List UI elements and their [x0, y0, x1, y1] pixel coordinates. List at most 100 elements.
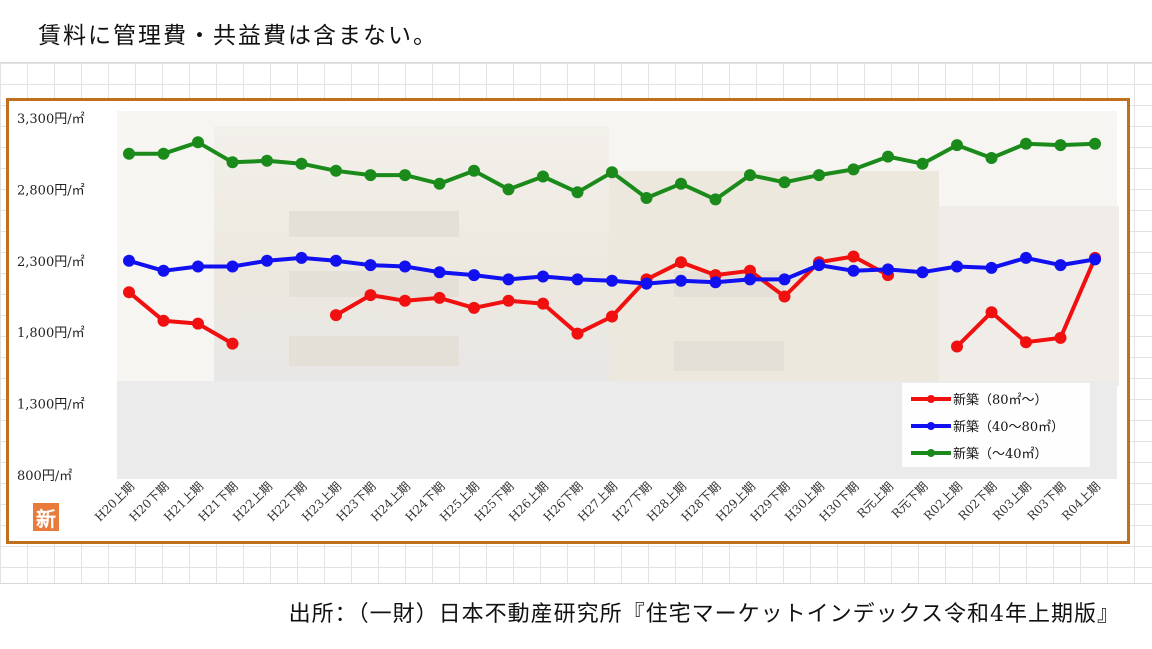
data-point: [157, 314, 170, 327]
data-point: [571, 327, 584, 340]
data-point: [123, 254, 135, 267]
legend-marker-blue: [927, 422, 935, 430]
data-point: [157, 264, 170, 277]
data-point: [1089, 137, 1101, 150]
legend: 新築（80㎡～） 新築（40～80㎡） 新築（～40㎡）: [902, 383, 1090, 467]
data-point: [330, 254, 342, 267]
series-1: [123, 251, 1101, 290]
legend-label-40-80: 新築（40～80㎡）: [953, 419, 1064, 435]
data-point: [985, 152, 998, 164]
series-0: [123, 250, 1101, 353]
header-band: [0, 0, 1152, 63]
footer-band: [0, 583, 1152, 649]
data-point: [709, 193, 722, 206]
data-point: [847, 264, 860, 277]
data-point: [916, 266, 929, 279]
data-point: [468, 164, 480, 177]
data-point: [916, 157, 929, 170]
data-point: [1020, 336, 1032, 349]
data-point: [744, 169, 756, 182]
data-point: [330, 309, 342, 322]
y-tick-label: 3,300円/㎡: [17, 112, 85, 127]
data-point: [778, 273, 791, 286]
data-point: [123, 147, 135, 160]
data-point: [951, 340, 963, 353]
data-point: [606, 274, 618, 287]
data-point: [468, 301, 480, 314]
data-point: [778, 290, 791, 303]
x-axis: H20上期H20下期H21上期H21下期H22上期H22下期H23上期H23下期…: [92, 479, 1103, 524]
data-point: [1054, 139, 1067, 152]
data-point: [157, 147, 170, 160]
data-point: [847, 250, 860, 263]
data-point: [985, 261, 998, 274]
data-point: [1054, 331, 1067, 344]
data-point: [709, 276, 722, 289]
series-2: [123, 136, 1101, 206]
data-point: [640, 192, 653, 204]
x-tick-label: R元上期: [854, 479, 896, 521]
data-point: [606, 310, 618, 323]
x-tick-label: R04上期: [1059, 479, 1103, 523]
data-point: [744, 273, 756, 286]
data-point: [226, 260, 239, 273]
data-point: [192, 317, 204, 330]
line-chart: 800円/㎡ 1,300円/㎡ 1,800円/㎡ 2,300円/㎡ 2,800円/㎡ 3,…: [17, 111, 1119, 524]
data-point: [226, 156, 239, 169]
data-point: [847, 163, 860, 176]
y-tick-label: 2,300円/㎡: [17, 255, 85, 270]
legend-label-80: 新築（80㎡～）: [953, 392, 1048, 408]
data-point: [123, 286, 135, 299]
data-point: [226, 337, 239, 350]
chart-frame: 800円/㎡ 1,300円/㎡ 1,800円/㎡ 2,300円/㎡ 2,800円/㎡ 3,…: [6, 98, 1130, 544]
rent-note: 賃料に管理費・共益費は含まない。: [38, 23, 438, 49]
data-point: [261, 254, 273, 267]
data-point: [502, 183, 515, 196]
y-tick-label: 1,300円/㎡: [17, 398, 85, 413]
data-point: [364, 169, 377, 182]
data-point: [778, 176, 791, 189]
source-citation: 出所：（一財）日本不動産研究所『住宅マーケットインデックス令和4年上期版』: [288, 602, 1120, 627]
data-point: [468, 269, 480, 282]
data-point: [813, 259, 825, 272]
data-point: [295, 157, 308, 170]
data-point: [985, 306, 998, 319]
data-point: [192, 136, 204, 149]
data-point: [433, 177, 446, 190]
y-tick-label: 800円/㎡: [17, 469, 72, 484]
y-axis: 800円/㎡ 1,300円/㎡ 1,800円/㎡ 2,300円/㎡ 2,800円/㎡ 3,…: [17, 112, 85, 484]
data-point: [433, 266, 446, 279]
legend-label-40: 新築（～40㎡）: [953, 446, 1048, 462]
data-point: [295, 251, 308, 264]
data-point: [571, 186, 584, 199]
data-point: [399, 169, 411, 182]
data-point: [951, 260, 963, 273]
data-point: [537, 170, 549, 183]
data-point: [606, 166, 618, 179]
data-point: [1020, 251, 1032, 264]
data-point: [364, 289, 377, 302]
data-point: [192, 260, 204, 273]
data-point: [675, 177, 687, 190]
y-tick-label: 1,800円/㎡: [17, 326, 85, 341]
series-line: [127, 290, 234, 346]
data-point: [261, 154, 273, 167]
data-point: [537, 297, 549, 310]
data-point: [433, 291, 446, 304]
data-point: [1054, 259, 1067, 272]
data-point: [399, 294, 411, 307]
data-point: [813, 169, 825, 182]
legend-marker-red: [927, 395, 935, 403]
data-point: [364, 259, 377, 272]
data-point: [951, 139, 963, 152]
data-point: [675, 274, 687, 287]
data-point: [882, 150, 894, 163]
data-point: [640, 277, 653, 290]
shin-badge: 新: [33, 503, 59, 531]
data-point: [744, 264, 756, 277]
y-tick-label: 2,800円/㎡: [17, 183, 85, 198]
data-point: [1089, 253, 1101, 266]
data-point: [571, 273, 584, 286]
data-point: [502, 273, 515, 286]
legend-marker-green: [927, 449, 935, 457]
